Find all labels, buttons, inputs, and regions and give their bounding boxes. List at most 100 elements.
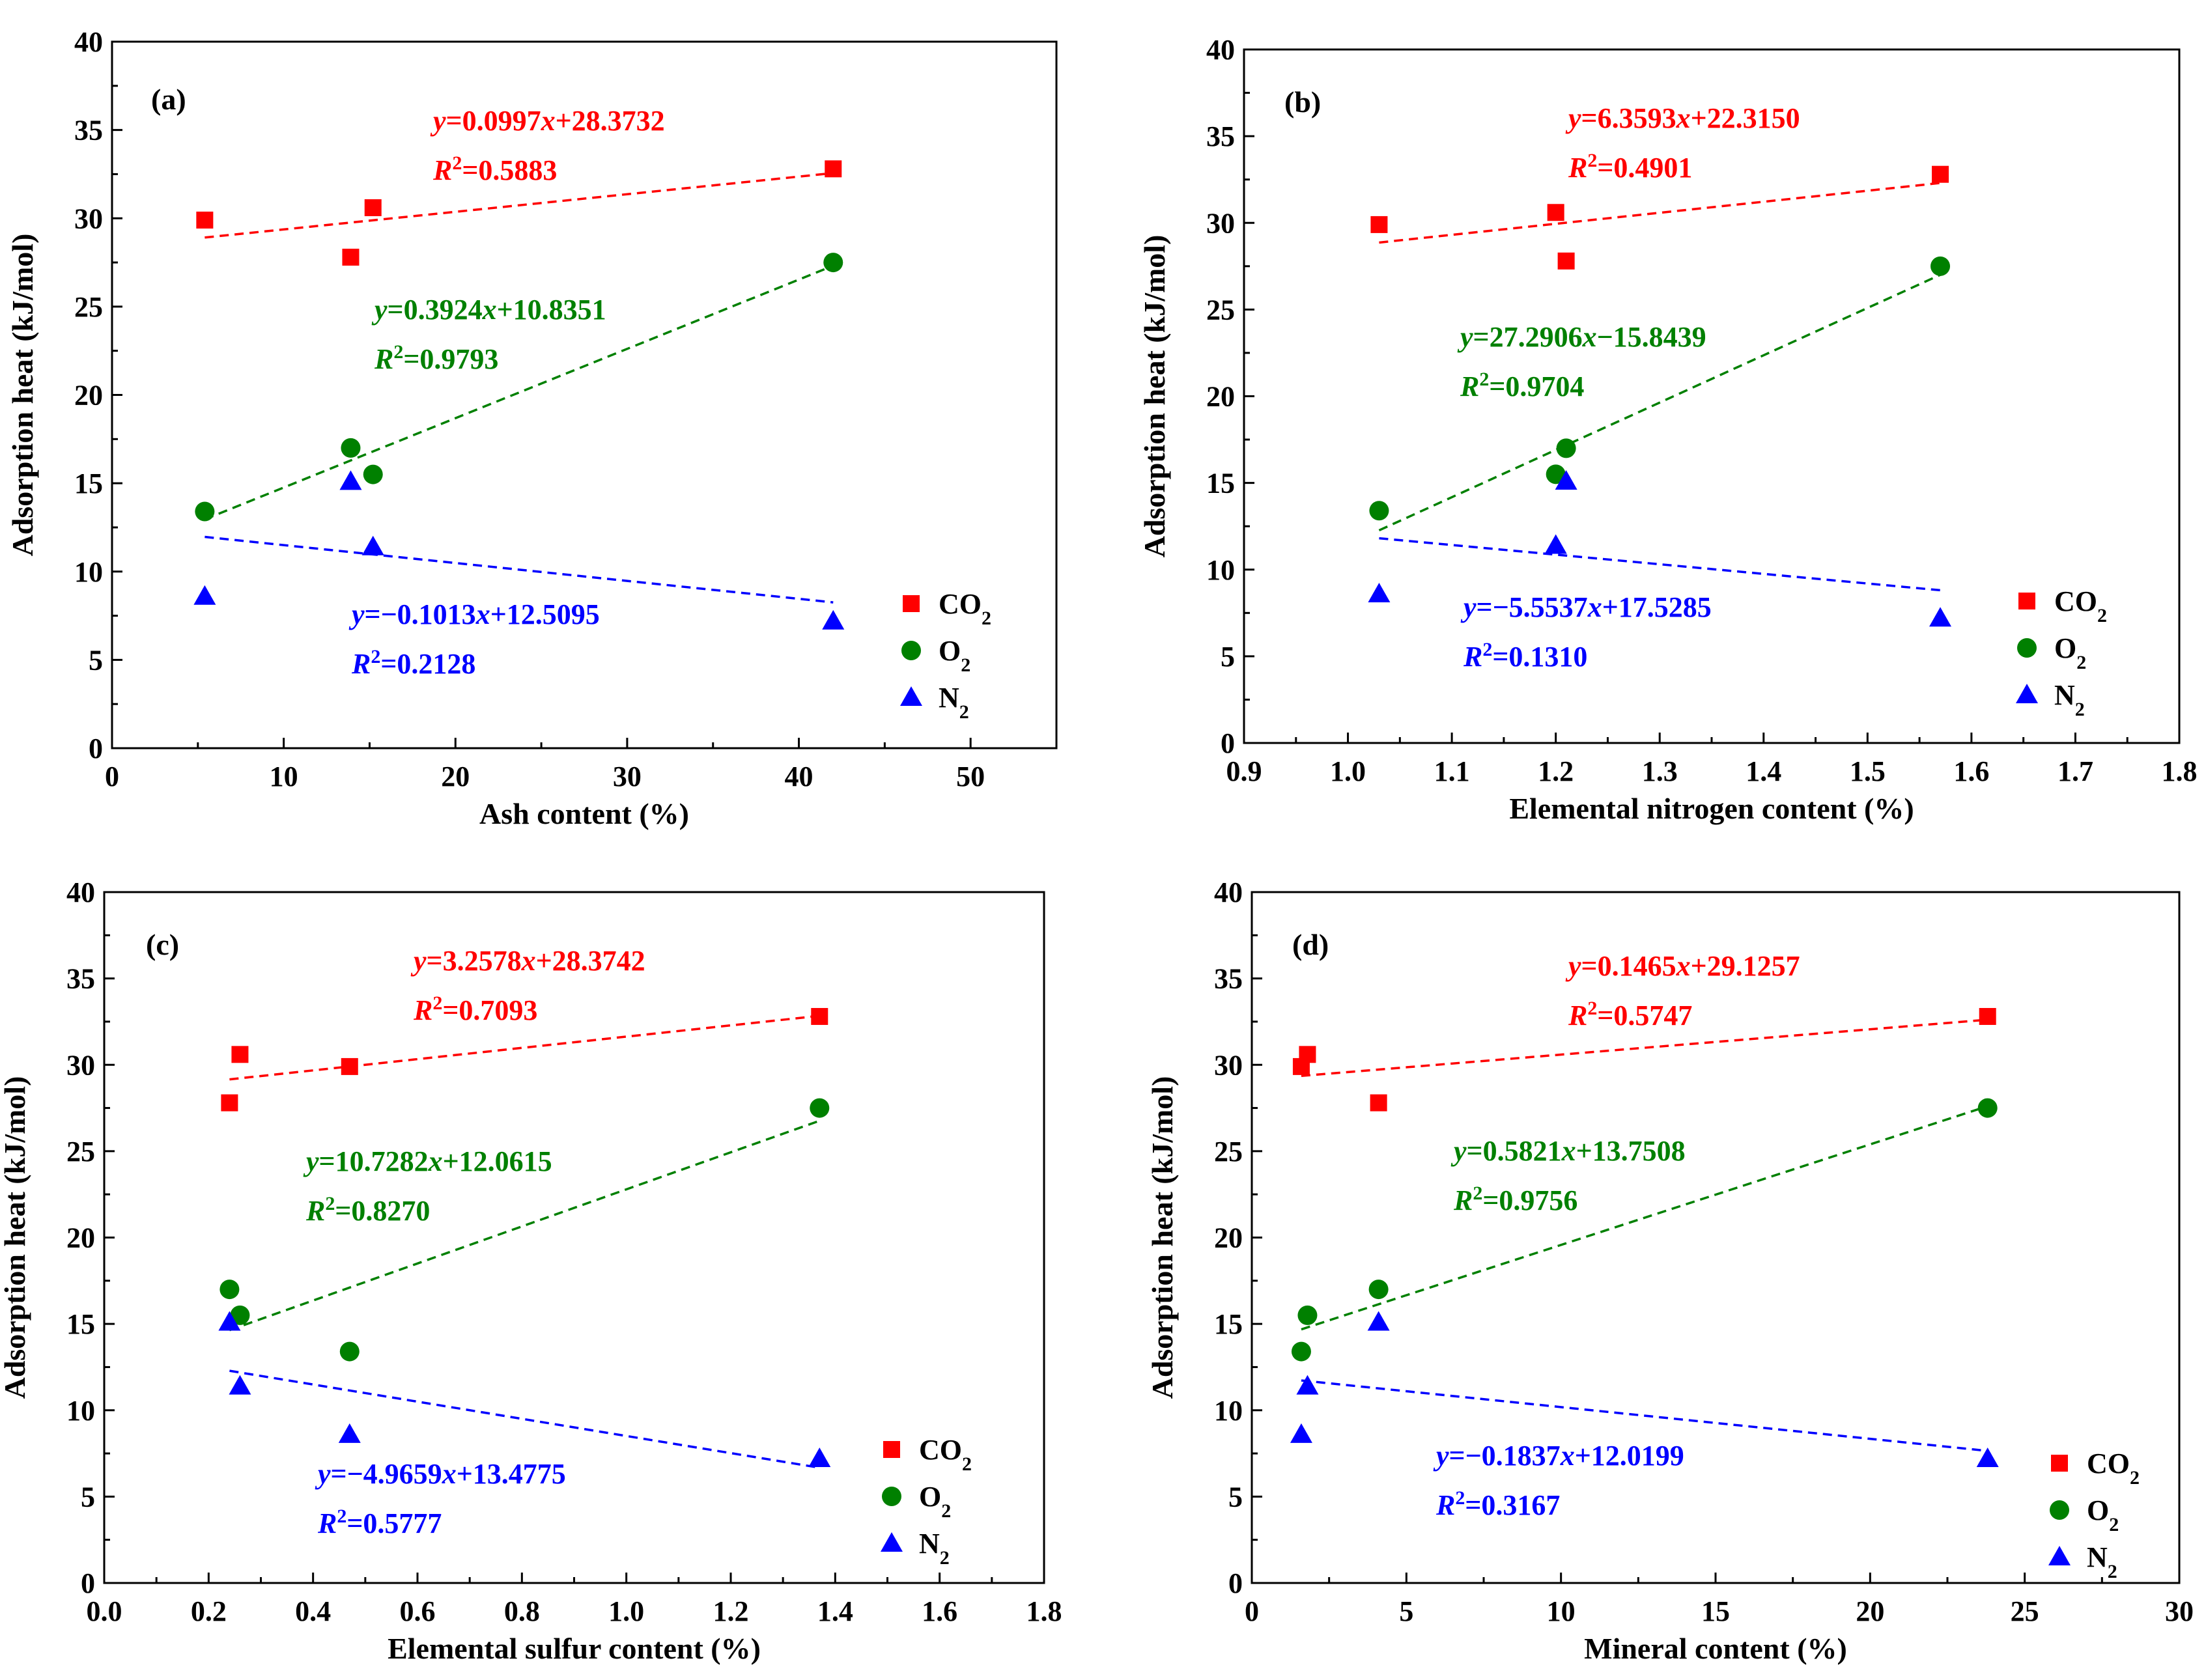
- legend-label-co2: CO2: [2054, 585, 2107, 626]
- fit-line-n2: [205, 535, 834, 604]
- y-tick-label: 35: [1206, 120, 1235, 152]
- data-point-o2: [1556, 438, 1576, 458]
- data-point-o2: [230, 1305, 250, 1325]
- r-squared-n2: R2=0.5777: [317, 1505, 442, 1540]
- r-squared-co2: R2=0.5747: [1568, 998, 1692, 1032]
- y-tick-label: 20: [74, 380, 103, 412]
- r-squared-o2: R2=0.9704: [1460, 369, 1584, 403]
- x-tick-label: 1.6: [922, 1595, 957, 1627]
- y-tick-label: 20: [1214, 1222, 1243, 1254]
- y-axis-label: Adsorption heat (kJ/mol): [1138, 235, 1171, 558]
- legend-label-n2: N2: [939, 682, 969, 723]
- fit-equation-o2: y=0.5821x+13.7508: [1450, 1135, 1686, 1167]
- data-point-n2: [229, 1375, 251, 1395]
- fit-line-n2: [229, 1369, 820, 1469]
- data-point-co2: [1370, 216, 1388, 233]
- y-axis-label: Adsorption heat (kJ/mol): [1146, 1076, 1179, 1399]
- fit-equation-o2: y=10.7282x+12.0615: [303, 1145, 552, 1177]
- x-tick-label: 0: [105, 761, 119, 792]
- y-tick-label: 20: [66, 1222, 95, 1254]
- legend-marker-o2: [2017, 638, 2037, 658]
- fit-equation-co2: y=0.1465x+29.1257: [1565, 950, 1800, 982]
- data-point-co2: [364, 199, 382, 216]
- y-tick-label: 25: [1214, 1136, 1243, 1168]
- y-tick-label: 40: [74, 26, 103, 58]
- legend-marker-o2: [882, 1487, 901, 1506]
- r-squared-o2: R2=0.9793: [374, 341, 498, 376]
- data-point-o2: [1297, 1305, 1318, 1325]
- chart-panel-a: 0 10 20 30 40 50 0 5 10 15 20 25 30 35 40 Ash content (…: [6, 26, 1058, 830]
- y-axis-label: Adsorption heat (kJ/mol): [6, 234, 39, 557]
- x-tick-label: 1.1: [1434, 755, 1470, 787]
- y-tick-label: 5: [1228, 1481, 1243, 1513]
- y-axis-label: Adsorption heat (kJ/mol): [0, 1076, 31, 1399]
- data-point-co2: [825, 160, 842, 178]
- fit-equation-n2: y=−0.1837x+12.0199: [1433, 1440, 1684, 1472]
- y-tick-label: 40: [1214, 876, 1243, 908]
- y-tick-label: 20: [1206, 381, 1235, 413]
- x-tick-label: 1.4: [817, 1595, 853, 1627]
- y-tick-label: 40: [66, 876, 95, 908]
- fit-equation-n2: y=−4.9659x+13.4775: [315, 1458, 566, 1490]
- x-tick-label: 30: [613, 761, 642, 792]
- x-tick-label: 1.2: [1538, 755, 1574, 787]
- chart-panel-d: 0 5 10 15 20 25 30 0 5 10 15 20 25 30 35 40 Mineral cont…: [1146, 876, 2194, 1665]
- fit-equation-n2: y=−5.5537x+17.5285: [1460, 591, 1712, 623]
- data-point-n2: [1290, 1423, 1312, 1443]
- x-tick-label: 1.8: [2162, 755, 2198, 787]
- r-squared-n2: R2=0.3167: [1435, 1487, 1560, 1522]
- legend-label-o2: O2: [2087, 1494, 2119, 1535]
- data-point-o2: [1369, 501, 1389, 521]
- data-point-n2: [1544, 534, 1567, 554]
- x-tick-label: 0.4: [295, 1595, 331, 1627]
- x-tick-label: 0.0: [87, 1595, 122, 1627]
- fit-equation-co2: y=3.2578x+28.3742: [410, 945, 645, 977]
- x-tick-label: 1.2: [713, 1595, 749, 1627]
- legend-marker-n2: [2048, 1546, 2071, 1565]
- data-point-co2: [342, 248, 360, 266]
- y-tick-label: 10: [74, 556, 103, 588]
- y-tick-label: 10: [1206, 554, 1235, 586]
- y-tick-label: 10: [1214, 1395, 1243, 1427]
- data-point-n2: [1368, 583, 1391, 603]
- data-point-o2: [1930, 256, 1951, 276]
- x-tick-label: 10: [270, 761, 298, 792]
- y-tick-label: 30: [1206, 207, 1235, 239]
- x-tick-label: 10: [1547, 1595, 1576, 1627]
- data-point-n2: [361, 535, 384, 555]
- data-point-co2: [1932, 165, 1949, 183]
- x-axis-label: Elemental nitrogen content (%): [1509, 792, 1914, 825]
- legend-marker-n2: [900, 686, 922, 706]
- x-tick-label: 1.0: [608, 1595, 644, 1627]
- legend-marker-n2: [2016, 684, 2038, 703]
- data-point-co2: [811, 1007, 828, 1025]
- fit-line-co2: [1379, 182, 1941, 244]
- panel-label: (b): [1284, 85, 1321, 119]
- x-tick-label: 1.8: [1026, 1595, 1062, 1627]
- legend-marker-o2: [901, 641, 921, 660]
- legend-label-co2: CO2: [919, 1434, 972, 1475]
- legend: CO2 O2 N2: [2016, 585, 2107, 720]
- x-tick-label: 1.6: [1953, 755, 1989, 787]
- y-tick-label: 5: [81, 1481, 95, 1513]
- x-tick-label: 0.8: [504, 1595, 540, 1627]
- data-point-co2: [221, 1094, 238, 1112]
- y-tick-label: 0: [81, 1567, 95, 1599]
- y-tick-label: 0: [1221, 727, 1235, 759]
- x-tick-label: 1.7: [2058, 755, 2093, 787]
- y-tick-label: 30: [1214, 1049, 1243, 1081]
- y-tick-label: 15: [74, 468, 103, 499]
- y-tick-label: 25: [1206, 294, 1235, 326]
- x-axis-label: Ash content (%): [479, 797, 689, 830]
- legend-label-o2: O2: [919, 1481, 951, 1522]
- legend-label-n2: N2: [2054, 679, 2085, 720]
- r-squared-o2: R2=0.8270: [305, 1193, 430, 1227]
- fit-equation-n2: y=−0.1013x+12.5095: [348, 598, 600, 630]
- y-tick-label: 0: [1228, 1567, 1243, 1599]
- y-tick-label: 35: [74, 115, 103, 147]
- data-point-o2: [219, 1280, 240, 1300]
- x-tick-label: 1.3: [1642, 755, 1678, 787]
- fit-line-co2: [229, 1015, 820, 1081]
- data-point-o2: [363, 464, 383, 484]
